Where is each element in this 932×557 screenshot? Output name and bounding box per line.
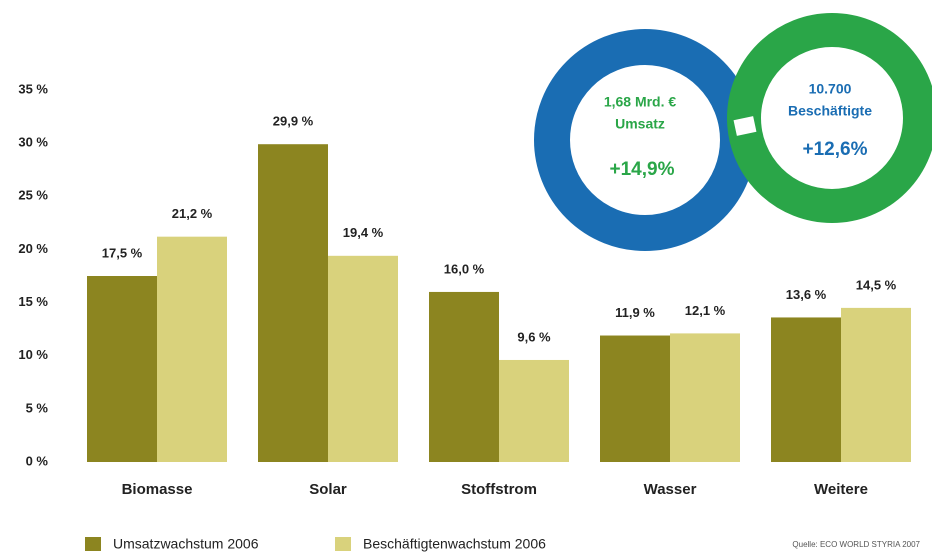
source: Quelle: ECO WORLD STYRIA 2007	[792, 540, 920, 549]
bar	[328, 256, 398, 462]
legend-swatch	[85, 537, 101, 551]
revenue-ring	[552, 47, 738, 233]
value-label: 21,2 %	[172, 206, 213, 221]
value-label: 19,4 %	[343, 225, 384, 240]
y-tick-label: 30 %	[18, 135, 48, 150]
value-label: 16,0 %	[444, 261, 485, 276]
chart: 1,68 Mrd. € Umsatz +14,9% 10.700 Beschäf…	[0, 0, 932, 557]
value-label: 17,5 %	[102, 245, 143, 260]
x-tick-label: Weitere	[814, 481, 868, 498]
value-label: 14,5 %	[856, 277, 897, 292]
bar	[771, 317, 841, 462]
value-label: 13,6 %	[786, 287, 827, 302]
y-tick-label: 15 %	[18, 294, 48, 309]
x-tick-label: Biomasse	[122, 481, 193, 498]
bar	[258, 144, 328, 462]
y-tick-label: 25 %	[18, 188, 48, 203]
y-tick-label: 5 %	[26, 400, 49, 415]
bar	[670, 333, 740, 462]
revenue-amount: 1,68 Mrd. €	[604, 94, 677, 110]
bar	[157, 237, 227, 462]
y-tick-label: 20 %	[18, 241, 48, 256]
value-label: 29,9 %	[273, 114, 314, 129]
value-label: 11,9 %	[615, 305, 655, 320]
legend-swatch	[335, 537, 351, 551]
bar	[87, 276, 157, 462]
revenue-label: Umsatz	[615, 116, 665, 132]
y-tick-label: 35 %	[18, 81, 48, 96]
x-tick-label: Stoffstrom	[461, 481, 537, 498]
bar	[429, 292, 499, 462]
value-label: 12,1 %	[685, 303, 726, 318]
employment-growth: +12,6%	[803, 139, 868, 160]
bar	[841, 308, 911, 462]
legend-label: Beschäftigtenwachstum 2006	[363, 536, 546, 552]
bar	[600, 336, 670, 462]
value-label: 9,6 %	[517, 329, 551, 344]
x-tick-label: Wasser	[644, 481, 697, 498]
revenue-growth: +14,9%	[610, 159, 675, 180]
y-tick-label: 10 %	[18, 347, 48, 362]
employment-label: Beschäftigte	[788, 103, 872, 119]
y-tick-label: 0 %	[26, 453, 49, 468]
bar	[499, 360, 569, 462]
legend-label: Umsatzwachstum 2006	[113, 536, 259, 552]
x-tick-label: Solar	[309, 481, 347, 498]
employment-amount: 10.700	[809, 81, 852, 97]
